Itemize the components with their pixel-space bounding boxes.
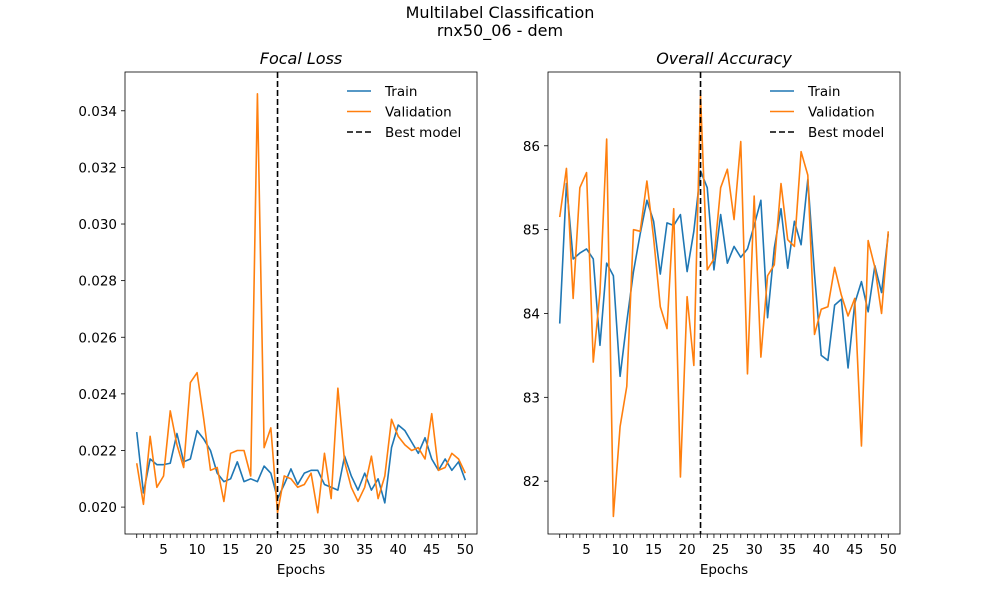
overall-accuracy-x-tick-label: 40 (813, 542, 830, 558)
focal-loss-y-tick-label: 0.026 (78, 330, 117, 346)
focal-loss-y-tick-label: 0.024 (78, 387, 117, 403)
focal-loss-y-tick-label: 0.020 (78, 500, 117, 516)
legend-train-label: Train (384, 84, 417, 100)
focal-loss-x-axis-label: Epochs (277, 562, 325, 578)
focal-loss-x-tick-label: 20 (256, 542, 273, 558)
focal-loss-x-tick-label: 10 (188, 542, 205, 558)
figure-title-line1: Multilabel Classification (406, 3, 595, 22)
focal-loss-y-tick-label: 0.028 (78, 274, 117, 290)
overall-accuracy-x-axis-label: Epochs (700, 562, 748, 578)
focal-loss-x-tick-label: 5 (159, 542, 168, 558)
overall-accuracy-x-tick-label: 50 (880, 542, 897, 558)
overall-accuracy-x-tick-label: 45 (846, 542, 863, 558)
focal-loss-y-tick-label: 0.034 (78, 104, 117, 120)
focal-loss-validation-line (135, 93, 466, 514)
figure-title-line2: rnx50_06 - dem (437, 21, 563, 41)
legend-best-label: Best model (808, 125, 884, 141)
overall-accuracy-axes-frame (547, 71, 901, 535)
legend-validation-label: Validation (385, 105, 452, 121)
focal-loss-train-line (135, 424, 467, 504)
focal-loss-y-tick-label: 0.030 (78, 217, 117, 233)
legend-best-label: Best model (385, 125, 461, 141)
focal-loss-x-tick-label: 30 (323, 542, 340, 558)
focal-loss-axes-frame (124, 71, 478, 535)
focal-loss-x-tick-label: 35 (356, 542, 373, 558)
overall-accuracy-x-tick-label: 35 (779, 542, 796, 558)
overall-accuracy-legend: Train Validation Best model (770, 84, 884, 141)
focal-loss-x-tick-label: 50 (457, 542, 474, 558)
overall-accuracy-train-line (558, 170, 890, 378)
focal-loss-x-tick-label: 40 (390, 542, 407, 558)
overall-accuracy-y-tick-label: 82 (523, 474, 540, 490)
focal-loss-legend: Train Validation Best model (347, 84, 461, 141)
legend-validation-label: Validation (808, 105, 875, 121)
legend-train-label: Train (807, 84, 840, 100)
overall-accuracy-y-tick-label: 84 (523, 306, 540, 322)
overall-accuracy-y-tick-label: 86 (523, 139, 540, 155)
overall-accuracy-x-tick-label: 15 (645, 542, 662, 558)
overall-accuracy-validation-line (558, 94, 890, 518)
focal-loss-title: Focal Loss (260, 49, 343, 68)
overall-accuracy-x-tick-label: 25 (712, 542, 729, 558)
focal-loss-y-tick-label: 0.022 (78, 443, 117, 459)
overall-accuracy-x-tick-label: 20 (679, 542, 696, 558)
overall-accuracy-title: Overall Accuracy (656, 49, 792, 68)
focal-loss-y-tick-label: 0.032 (78, 160, 117, 176)
overall-accuracy-y-tick-label: 85 (523, 223, 540, 239)
overall-accuracy-x-tick-label: 10 (611, 542, 628, 558)
overall-accuracy-x-tick-label: 30 (746, 542, 763, 558)
focal-loss-x-tick-label: 45 (423, 542, 440, 558)
focal-loss-axes: Focal Loss 5 10 15 20 25 30 35 40 45 50 0.020 0.022 0… (78, 49, 478, 578)
focal-loss-x-tick-label: 15 (222, 542, 239, 558)
focal-loss-x-tick-label: 25 (289, 542, 306, 558)
overall-accuracy-axes: Overall Accuracy 5 10 15 20 25 30 35 40 45 50 82 83 8… (523, 49, 901, 578)
overall-accuracy-y-tick-label: 83 (523, 390, 540, 406)
overall-accuracy-x-tick-label: 5 (582, 542, 591, 558)
